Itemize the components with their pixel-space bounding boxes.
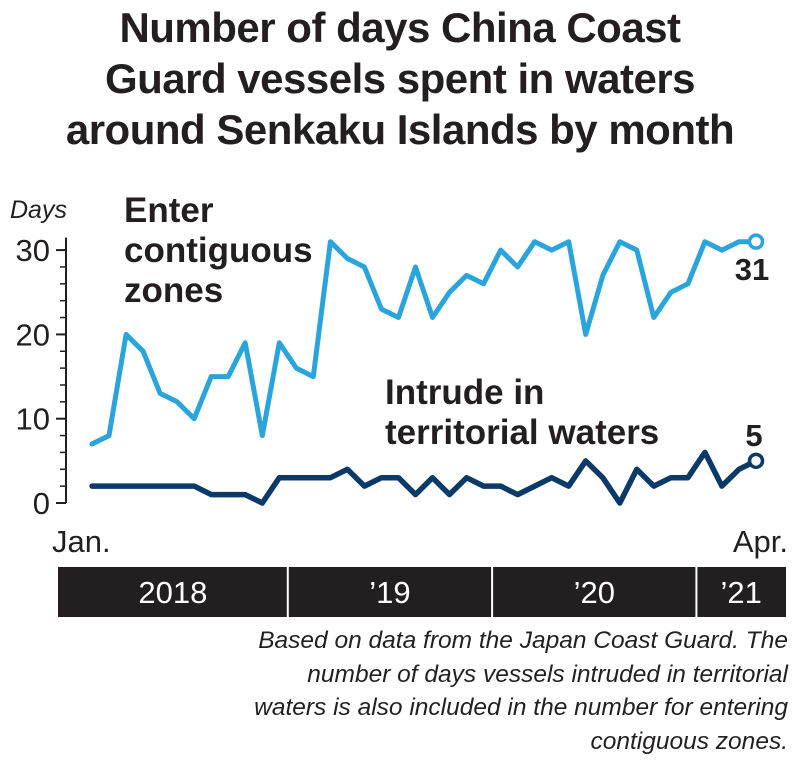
year-band: [58, 567, 786, 617]
territorial-waters-legend-label: Intrude in: [385, 373, 544, 412]
title-line-3: around Senkaku Islands by month: [65, 106, 735, 153]
y-tick-label: 0: [33, 486, 50, 521]
y-tick-label: 30: [16, 233, 50, 268]
title-line-1: Number of days China Coast: [119, 4, 681, 51]
contiguous-zones-legend-label: Enter: [124, 191, 214, 230]
contiguous-zones-legend-label: zones: [124, 271, 223, 310]
contiguous-zones-end-value: 31: [735, 252, 769, 287]
contiguous-zones-legend-label: contiguous: [124, 231, 313, 270]
y-tick-label: 10: [16, 402, 50, 437]
territorial-waters-series-end-marker: [747, 452, 765, 470]
x-end-label: Apr.: [733, 524, 788, 559]
contiguous-zones-series-line: [89, 239, 759, 447]
x-start-label: Jan.: [52, 524, 111, 559]
year-label: ’19: [369, 575, 410, 610]
year-label: ’21: [721, 575, 762, 610]
note-line-4: contiguous zones.: [590, 727, 789, 755]
title-line-2: Guard vessels spent in waters: [104, 55, 696, 102]
y-tick-label: 20: [16, 317, 50, 352]
source-note: Based on data from the Japan Coast Guard…: [8, 624, 788, 758]
year-label: 2018: [138, 575, 207, 610]
note-line-1: Based on data from the Japan Coast Guard…: [258, 627, 788, 654]
note-line-3: waters is also included in the number fo…: [254, 694, 788, 721]
chart-title: Number of days China Coast Guard vessels…: [0, 2, 800, 155]
territorial-waters-end-value: 5: [745, 418, 762, 453]
contiguous-zones-series-end-marker: [747, 233, 765, 250]
note-line-2: number of days vessels intruded in terri…: [307, 660, 788, 688]
y-axis-label: Days: [10, 196, 67, 224]
territorial-waters-legend-label: territorial waters: [385, 413, 659, 452]
year-label: ’20: [574, 575, 615, 610]
territorial-waters-series-line: [89, 449, 759, 506]
